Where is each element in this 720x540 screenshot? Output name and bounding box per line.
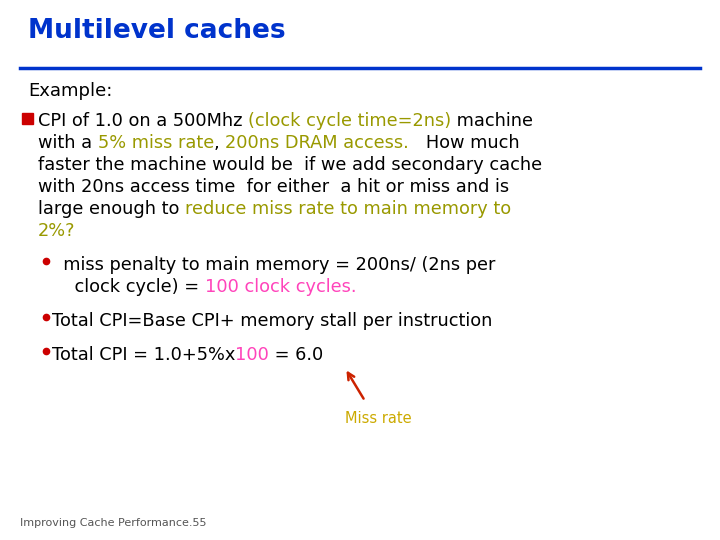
- Text: with a: with a: [38, 134, 98, 152]
- Text: with 20ns access time  for either  a hit or miss and is: with 20ns access time for either a hit o…: [38, 178, 509, 196]
- Text: reduce miss rate to main memory to: reduce miss rate to main memory to: [185, 200, 511, 218]
- Text: Total CPI=Base CPI+ memory stall per instruction: Total CPI=Base CPI+ memory stall per ins…: [52, 312, 492, 330]
- Bar: [22, 113, 33, 124]
- Text: 100: 100: [235, 346, 269, 364]
- Text: Multilevel caches: Multilevel caches: [28, 18, 286, 44]
- Text: machine: machine: [451, 112, 534, 130]
- Text: Improving Cache Performance.55: Improving Cache Performance.55: [20, 518, 207, 528]
- Text: large enough to: large enough to: [38, 200, 185, 218]
- Text: (clock cycle time=2ns): (clock cycle time=2ns): [248, 112, 451, 130]
- Text: 2%?: 2%?: [38, 222, 76, 240]
- Text: miss penalty to main memory = 200ns/ (2ns per: miss penalty to main memory = 200ns/ (2n…: [52, 256, 495, 274]
- Text: Total CPI = 1.0+5%x: Total CPI = 1.0+5%x: [52, 346, 235, 364]
- Text: Example:: Example:: [28, 82, 112, 100]
- Text: 5% miss rate: 5% miss rate: [98, 134, 214, 152]
- Text: ,: ,: [214, 134, 225, 152]
- Text: clock cycle) =: clock cycle) =: [52, 278, 204, 296]
- Text: CPI of 1.0 on a 500Mhz: CPI of 1.0 on a 500Mhz: [38, 112, 248, 130]
- Text: 200ns DRAM access.: 200ns DRAM access.: [225, 134, 409, 152]
- Text: faster the machine would be  if we add secondary cache: faster the machine would be if we add se…: [38, 156, 542, 174]
- Text: How much: How much: [409, 134, 520, 152]
- Text: = 6.0: = 6.0: [269, 346, 323, 364]
- Text: Miss rate: Miss rate: [345, 411, 412, 426]
- Text: 100 clock cycles.: 100 clock cycles.: [204, 278, 356, 296]
